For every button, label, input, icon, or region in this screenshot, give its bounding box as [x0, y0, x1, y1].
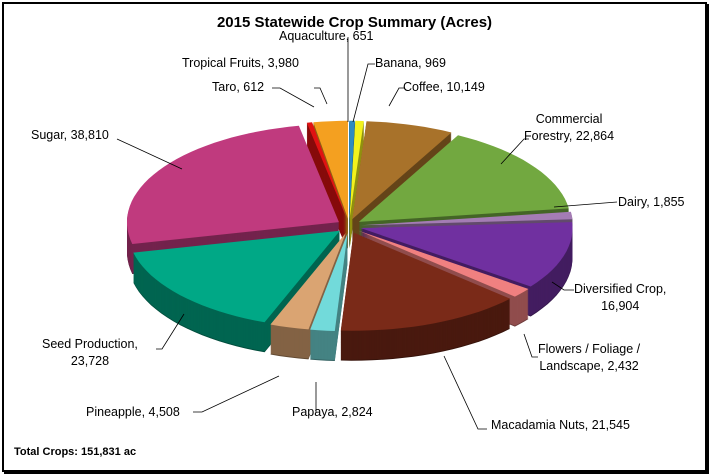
leader-pineapple: [193, 375, 280, 413]
slice-side: [306, 133, 347, 230]
slice-side: [349, 134, 364, 233]
slice-side: [306, 125, 347, 222]
slice-top: [313, 120, 349, 219]
slice-side: [349, 138, 364, 237]
label-papaya: Papaya, 2,824: [292, 405, 373, 419]
pie-chart: [116, 37, 618, 430]
slice-macadamia-nuts: [340, 232, 511, 361]
slice-side: [349, 136, 364, 235]
slice-side: [306, 139, 347, 236]
slice-top: [310, 233, 348, 331]
slice-side: [349, 122, 364, 221]
label-line: Commercial: [535, 112, 603, 126]
slice-top: [358, 230, 529, 297]
leader-coffee: [388, 87, 405, 107]
leader-dairy: [553, 201, 618, 208]
slice-side: [306, 143, 347, 240]
chart-title: 2015 Statewide Crop Summary (Acres): [216, 14, 493, 31]
slice-top: [127, 125, 339, 244]
slice-side: [349, 135, 364, 234]
leader-lines: [116, 37, 618, 430]
slice-side: [306, 140, 347, 237]
slice-top: [349, 120, 364, 219]
label-macadamia-nuts: Macadamia Nuts, 21,545: [491, 418, 630, 432]
slice-side: [349, 129, 364, 228]
slice-side: [349, 131, 364, 230]
leader-taro: [272, 87, 315, 108]
slice-side: [306, 141, 347, 238]
slice-top: [360, 211, 573, 226]
slice-side: [349, 124, 364, 223]
leader-flowers: [523, 333, 538, 358]
label-banana: Banana, 969: [375, 56, 446, 70]
label-line: Flowers / Foliage /: [538, 342, 641, 356]
slice-side: [306, 131, 347, 228]
slice-side: [306, 123, 347, 220]
slice-side: [306, 138, 347, 235]
slice-side: [306, 136, 347, 233]
label-flowers-foliage-landscape: Flowers / Foliage / Landscape, 2,432: [538, 341, 640, 375]
slice-side: [349, 123, 364, 222]
slice-papaya: [310, 233, 348, 361]
total-crops: Total Crops: 151,831 ac: [14, 446, 137, 458]
leader-banana: [352, 63, 375, 123]
slice-side: [306, 130, 347, 227]
label-taro: Taro, 612: [212, 80, 265, 94]
slice-top: [133, 230, 340, 323]
label-line: Seed Production,: [42, 337, 138, 351]
label-seed-production: Seed Production, 23,728: [42, 336, 138, 370]
slice-side: [349, 121, 364, 220]
leader-tropical: [314, 87, 328, 105]
slice-side: [306, 128, 347, 225]
slice-top: [352, 121, 452, 220]
slice-top: [340, 232, 511, 331]
slice-side: [349, 127, 364, 226]
slice-side: [306, 144, 347, 241]
label-tropical-fruits: Tropical Fruits, 3,980: [182, 56, 299, 70]
slice-side: [306, 142, 347, 239]
slice-side: [306, 129, 347, 226]
slice-top: [360, 222, 573, 287]
slice-seed-production: [133, 230, 340, 353]
label-sugar: Sugar, 38,810: [31, 128, 109, 142]
slice-side: [306, 127, 347, 224]
label-commercial-forestry: Commercial Forestry, 22,864: [524, 111, 614, 145]
slice-side: [349, 130, 364, 229]
leader-seed: [156, 313, 185, 350]
slice-top: [270, 232, 346, 330]
slice-side: [306, 137, 347, 234]
slice-side: [349, 137, 364, 236]
slice-side: [349, 132, 364, 231]
slice-side: [306, 135, 347, 232]
slice-side: [306, 126, 347, 223]
slice-pineapple: [270, 232, 346, 360]
slice-side: [306, 134, 347, 231]
slice-top: [306, 122, 347, 219]
label-line: Landscape, 2,432: [539, 359, 639, 373]
label-diversified-crop: Diversified Crop, 16,904: [574, 281, 666, 315]
slice-side: [349, 128, 364, 227]
label-line: 16,904: [601, 299, 640, 313]
leader-sugar: [116, 138, 183, 170]
leader-diversified: [551, 281, 574, 291]
label-pineapple: Pineapple, 4,508: [86, 405, 180, 419]
slice-side: [349, 125, 364, 224]
label-line: Diversified Crop,: [574, 282, 667, 296]
label-aquaculture: Aquaculture, 651: [279, 29, 374, 43]
label-coffee: Coffee, 10,149: [403, 80, 485, 94]
slice-top: [358, 135, 569, 222]
slice-top: [349, 120, 355, 219]
label-dairy: Dairy, 1,855: [618, 195, 685, 209]
slice-side: [349, 126, 364, 225]
label-line: 23,728: [70, 354, 110, 368]
leader-forestry: [500, 138, 529, 165]
slice-side: [306, 132, 347, 229]
slice-side: [349, 133, 364, 232]
leader-macadamia: [443, 355, 487, 430]
label-line: Forestry, 22,864: [524, 129, 615, 143]
slice-side: [306, 124, 347, 221]
